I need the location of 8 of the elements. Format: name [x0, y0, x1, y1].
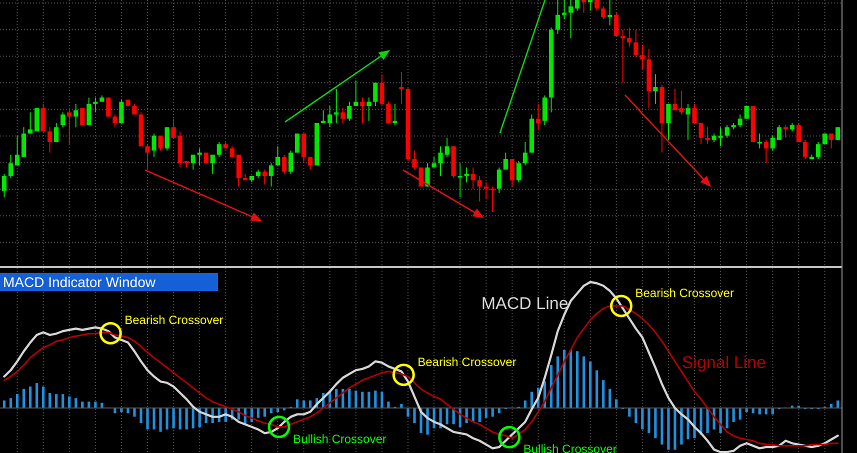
series-label: Signal Line — [682, 352, 766, 372]
annotation: Bullish Crossover — [523, 442, 617, 453]
chart-title: MACD Indicator Window — [3, 274, 156, 290]
annotation: Bearish Crossover — [124, 313, 224, 328]
annotation: Bullish Crossover — [293, 432, 386, 446]
series-label: MACD Line — [481, 294, 568, 313]
annotation: Bearish Crossover — [635, 286, 734, 300]
annotation: Bearish Crossover — [418, 354, 516, 369]
